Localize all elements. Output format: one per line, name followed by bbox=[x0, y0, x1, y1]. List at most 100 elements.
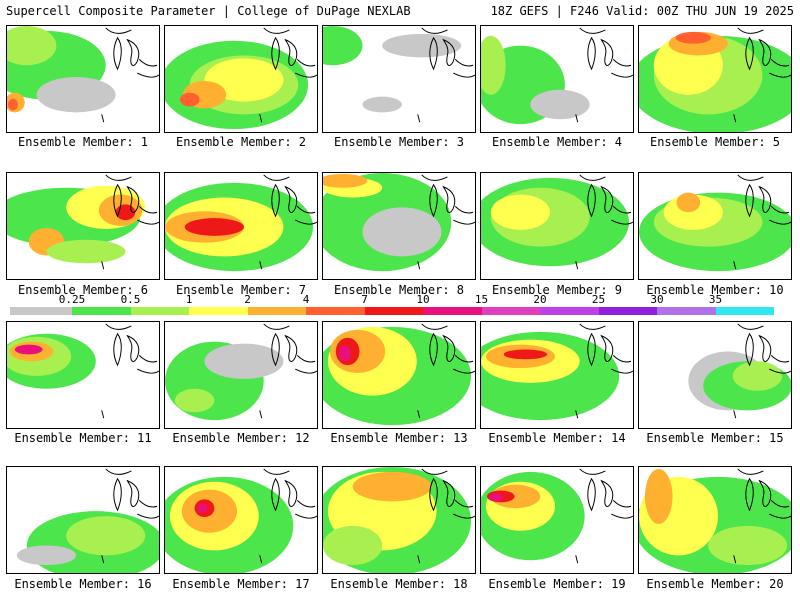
scp-field-map bbox=[323, 26, 475, 123]
legend-tick-label: 15 bbox=[474, 293, 489, 306]
legend-swatch bbox=[130, 307, 189, 315]
scp-contour bbox=[708, 525, 788, 566]
map-panel-member-9 bbox=[480, 172, 634, 280]
scp-contour bbox=[16, 545, 77, 566]
scp-field-map bbox=[639, 468, 791, 573]
great-lakes-outline bbox=[263, 323, 317, 374]
coastline-mark bbox=[733, 114, 737, 123]
coastline-mark bbox=[259, 114, 263, 123]
scp-field-map bbox=[165, 468, 317, 573]
scp-contour bbox=[644, 468, 673, 524]
legend-swatch bbox=[715, 307, 774, 315]
map-panel-member-10 bbox=[638, 172, 792, 280]
member-label-3: Ensemble Member: 3 bbox=[333, 135, 465, 149]
scp-field-map bbox=[688, 323, 791, 419]
member-label-4: Ensemble Member: 4 bbox=[491, 135, 623, 149]
member-label-5: Ensemble Member: 5 bbox=[649, 135, 781, 149]
member-label-7: Ensemble Member: 7 bbox=[175, 283, 307, 297]
color-legend: 0.25 0.5 1 2 4 7 10 15 20 25 30 35 bbox=[10, 293, 790, 323]
scp-field-map bbox=[639, 27, 791, 132]
scp-contour bbox=[204, 343, 284, 379]
legend-tick-label: 7 bbox=[361, 293, 368, 306]
great-lakes-outline bbox=[737, 323, 791, 374]
coastline-mark bbox=[259, 555, 263, 564]
member-label-11: Ensemble Member: 11 bbox=[14, 431, 152, 445]
great-lakes-outline bbox=[579, 323, 633, 374]
map-panel-member-13 bbox=[322, 321, 476, 429]
scp-field-map bbox=[7, 323, 159, 419]
coastline-mark bbox=[733, 410, 737, 419]
legend-tick-label: 20 bbox=[533, 293, 547, 306]
member-label-6: Ensemble Member: 6 bbox=[17, 283, 149, 297]
map-panel-member-8 bbox=[322, 172, 476, 280]
scp-field-map bbox=[639, 174, 791, 272]
scp-contour bbox=[66, 516, 146, 556]
member-label-12: Ensemble Member: 12 bbox=[172, 431, 310, 445]
coastline-mark bbox=[417, 114, 421, 123]
map-panel-member-7 bbox=[164, 172, 318, 280]
scp-contour bbox=[197, 503, 208, 514]
legend-tick-label: 1 bbox=[185, 293, 193, 306]
legend-swatch bbox=[423, 307, 482, 315]
scp-contour bbox=[676, 192, 701, 213]
map-panel-member-12 bbox=[164, 321, 318, 429]
scp-contour bbox=[184, 218, 244, 236]
scp-contour bbox=[362, 207, 442, 257]
great-lakes-outline bbox=[263, 27, 317, 78]
great-lakes-outline bbox=[263, 174, 317, 225]
scp-contour bbox=[179, 92, 200, 107]
legend-tick-label: 30 bbox=[650, 293, 664, 306]
scp-field-map bbox=[481, 323, 633, 421]
scp-contour bbox=[488, 493, 503, 502]
scp-field-map bbox=[7, 26, 159, 123]
map-panel-member-16 bbox=[6, 466, 160, 574]
scp-contour bbox=[732, 361, 783, 391]
coastline-mark bbox=[733, 555, 737, 564]
legend-tick-label: 10 bbox=[416, 293, 430, 306]
coastline-mark bbox=[101, 114, 105, 123]
legend-tick-label: 4 bbox=[302, 293, 310, 306]
great-lakes-outline bbox=[421, 323, 475, 374]
map-panel-member-17 bbox=[164, 466, 318, 574]
scp-contour bbox=[46, 239, 126, 264]
map-panel-member-20 bbox=[638, 466, 792, 574]
scp-contour bbox=[14, 344, 43, 355]
great-lakes-outline bbox=[579, 27, 633, 78]
map-panel-member-2 bbox=[164, 25, 318, 133]
scp-contour bbox=[323, 525, 383, 566]
coastline-mark bbox=[575, 261, 579, 270]
coastline-mark bbox=[575, 114, 579, 123]
coastline-mark bbox=[575, 555, 579, 564]
scp-field-map bbox=[481, 174, 633, 270]
coastline-mark bbox=[417, 261, 421, 270]
map-panel-member-6 bbox=[6, 172, 160, 280]
scp-field-map bbox=[323, 173, 475, 272]
member-label-18: Ensemble Member: 18 bbox=[330, 577, 468, 591]
member-label-14: Ensemble Member: 14 bbox=[488, 431, 626, 445]
coastline-mark bbox=[417, 410, 421, 419]
scp-field-map bbox=[165, 323, 317, 421]
scp-field-map bbox=[16, 468, 159, 573]
member-label-2: Ensemble Member: 2 bbox=[175, 135, 307, 149]
map-panel-member-14 bbox=[480, 321, 634, 429]
scp-contour bbox=[7, 26, 57, 66]
great-lakes-outline bbox=[105, 323, 159, 374]
map-panel-member-19 bbox=[480, 466, 634, 574]
map-panel-member-15 bbox=[638, 321, 792, 429]
scp-field-map bbox=[165, 27, 317, 130]
scp-field-map bbox=[323, 467, 475, 573]
coastline-mark bbox=[575, 410, 579, 419]
great-lakes-outline bbox=[105, 468, 159, 519]
legend-swatch bbox=[540, 307, 599, 315]
member-label-8: Ensemble Member: 8 bbox=[333, 283, 465, 297]
member-label-1: Ensemble Member: 1 bbox=[17, 135, 149, 149]
great-lakes-outline bbox=[579, 468, 633, 519]
scp-contour bbox=[503, 349, 548, 360]
scp-contour bbox=[174, 388, 215, 413]
coastline-mark bbox=[733, 261, 737, 270]
coastline-mark bbox=[259, 410, 263, 419]
map-panel-member-11 bbox=[6, 321, 160, 429]
scp-field-map bbox=[7, 174, 159, 270]
great-lakes-outline bbox=[737, 27, 791, 78]
great-lakes-outline bbox=[421, 174, 475, 225]
